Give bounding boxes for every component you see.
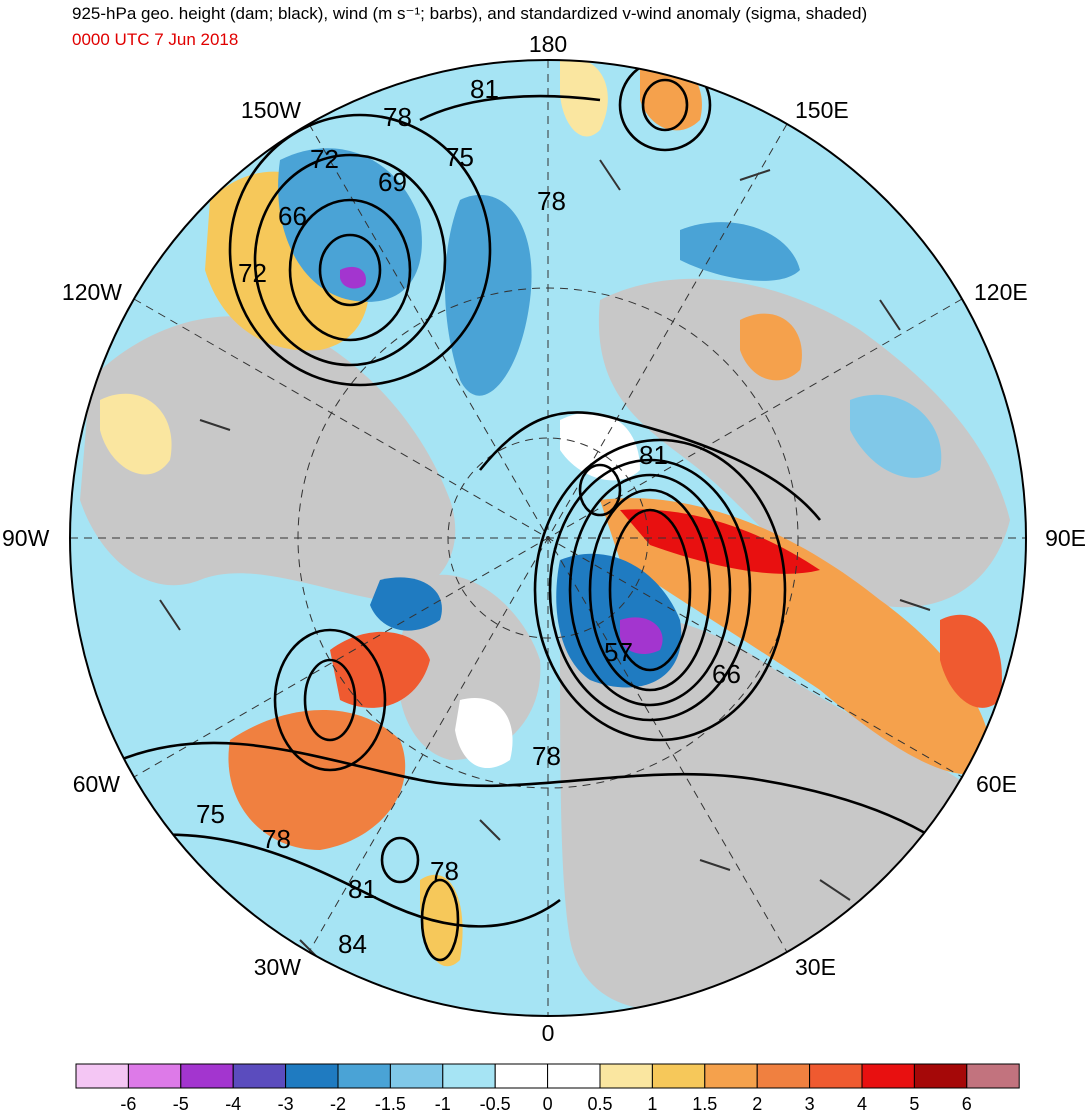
colorbar-bin (75, 1063, 129, 1089)
colorbar-bin (337, 1063, 391, 1089)
colorbar-bin (599, 1063, 653, 1089)
longitude-labels: 180 150E 120E 90E 60E 30E 0 30W 60W 90W … (2, 31, 1086, 1046)
colorbar-bin (442, 1063, 496, 1089)
colorbar-tick-label: -3 (278, 1094, 294, 1112)
colorbar-tick-label: -5 (173, 1094, 189, 1112)
contour-label: 78 (532, 741, 561, 771)
colorbar-bin (756, 1063, 811, 1089)
contour-label: 66 (712, 659, 741, 689)
colorbar-bin (494, 1063, 549, 1089)
colorbar-tick-label: -1.5 (375, 1094, 406, 1112)
colorbar-tick-label: 5 (909, 1094, 919, 1112)
colorbar-tick-label: -6 (120, 1094, 136, 1112)
lon-label-180: 180 (529, 31, 567, 57)
colorbar: -6 -5 -4 -3 -2 -1.5 -1 -0.5 0 0.5 1 1.5 2 3 4 5 6 (75, 1063, 1020, 1112)
colorbar-bin (547, 1063, 601, 1089)
colorbar-tick-label: 1 (647, 1094, 657, 1112)
contour-label: 81 (639, 440, 668, 470)
valid-time: 0000 UTC 7 Jun 2018 (72, 30, 239, 49)
contour-label: 84 (338, 929, 367, 959)
colorbar-tick-label: 4 (857, 1094, 867, 1112)
colorbar-bin (809, 1063, 863, 1089)
contour-label: 72 (310, 144, 339, 174)
contour-label: 78 (430, 856, 459, 886)
colorbar-tick-label: -0.5 (480, 1094, 511, 1112)
colorbar-bin (966, 1063, 1020, 1089)
contour-label: 69 (378, 167, 407, 197)
lon-label-60w: 60W (73, 771, 121, 797)
contour-label: 78 (537, 186, 566, 216)
height-contours (109, 60, 1002, 962)
lon-label-60e: 60E (976, 771, 1017, 797)
chart-title: 925-hPa geo. height (dam; black), wind (… (72, 4, 868, 23)
negative-anomaly-shading (278, 148, 942, 769)
colorbar-tick-label: 1.5 (692, 1094, 717, 1112)
colorbar-bin (232, 1063, 287, 1089)
contour-label: 57 (604, 637, 633, 667)
lon-label-150w: 150W (241, 97, 301, 123)
colorbar-bin (285, 1063, 339, 1089)
graticule (70, 60, 1026, 1016)
contour-label: 81 (470, 74, 499, 104)
contour-label: 66 (278, 201, 307, 231)
wind-barbs (159, 159, 931, 961)
lon-label-30e: 30E (795, 954, 836, 980)
map-boundary (69, 59, 1027, 1017)
map-disk: 81 78 75 72 69 66 72 78 81 57 66 78 75 7… (70, 60, 1026, 1016)
colorbar-tick-label: 0 (543, 1094, 553, 1112)
colorbar-bin (913, 1063, 968, 1089)
contour-label: 72 (238, 258, 267, 288)
contour-label: 78 (262, 824, 291, 854)
contour-label: 75 (445, 142, 474, 172)
lon-label-120w: 120W (62, 279, 122, 305)
lon-label-90e: 90E (1045, 525, 1086, 551)
colorbar-bin (127, 1063, 182, 1089)
colorbar-tick-label: 0.5 (587, 1094, 612, 1112)
colorbar-tick-label: 2 (752, 1094, 762, 1112)
lon-label-150e: 150E (795, 97, 849, 123)
colorbar-bin (704, 1063, 758, 1089)
colorbar-tick-label: 3 (805, 1094, 815, 1112)
contour-labels: 81 78 75 72 69 66 72 78 81 57 66 78 75 7… (196, 74, 741, 959)
colorbar-tick-label: -2 (330, 1094, 346, 1112)
colorbar-tick-label: -4 (225, 1094, 241, 1112)
contour-label: 81 (348, 874, 377, 904)
lon-label-120e: 120E (974, 279, 1028, 305)
colorbar-bin (180, 1063, 234, 1089)
contour-label: 75 (196, 799, 225, 829)
colorbar-bin (389, 1063, 444, 1089)
colorbar-tick-label: -1 (435, 1094, 451, 1112)
lon-label-30w: 30W (254, 954, 302, 980)
colorbar-tick-label: 6 (962, 1094, 972, 1112)
lon-label-90w: 90W (2, 525, 50, 551)
colorbar-bin (651, 1063, 706, 1089)
lon-label-0: 0 (542, 1020, 555, 1046)
colorbar-bin (861, 1063, 915, 1089)
contour-label: 78 (383, 102, 412, 132)
